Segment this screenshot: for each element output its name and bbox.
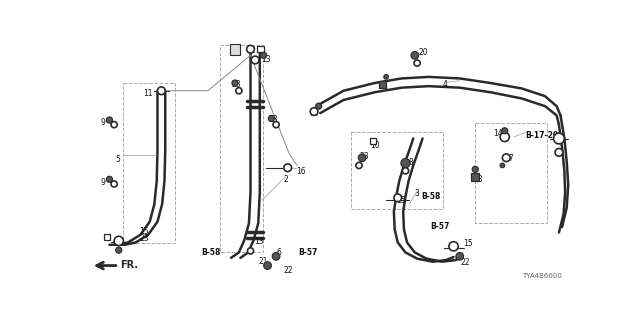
Text: 23: 23	[268, 116, 278, 124]
Text: TYA4B6000: TYA4B6000	[522, 273, 562, 279]
Circle shape	[356, 162, 362, 169]
Circle shape	[502, 128, 508, 134]
Text: 8: 8	[408, 158, 413, 167]
Circle shape	[273, 122, 279, 128]
Text: 15: 15	[139, 227, 148, 236]
Bar	[257, 46, 264, 52]
Circle shape	[264, 262, 271, 269]
Circle shape	[284, 164, 292, 172]
Circle shape	[555, 148, 563, 156]
Circle shape	[394, 194, 402, 202]
Text: 18: 18	[473, 175, 483, 184]
Text: 17: 17	[505, 154, 515, 163]
Bar	[351, 132, 443, 209]
Bar	[472, 173, 479, 181]
Circle shape	[472, 166, 478, 172]
Circle shape	[500, 163, 505, 168]
Circle shape	[414, 60, 420, 66]
Text: 6: 6	[276, 248, 281, 257]
Circle shape	[106, 117, 113, 123]
Text: 22: 22	[461, 258, 470, 267]
Text: B-58: B-58	[202, 248, 221, 257]
Text: 10: 10	[370, 141, 380, 150]
Circle shape	[236, 88, 242, 94]
Text: 1: 1	[231, 49, 236, 58]
Text: 7: 7	[378, 82, 383, 91]
Text: B-57: B-57	[298, 248, 317, 257]
Bar	[123, 83, 175, 243]
Text: B-58: B-58	[421, 192, 440, 201]
Circle shape	[272, 252, 280, 260]
Bar	[370, 138, 376, 144]
Circle shape	[232, 80, 238, 86]
Circle shape	[401, 158, 410, 168]
Text: 4: 4	[443, 80, 447, 89]
Circle shape	[106, 176, 113, 182]
Text: B-57: B-57	[430, 222, 450, 231]
Circle shape	[268, 116, 275, 122]
Circle shape	[248, 248, 253, 254]
Text: 13: 13	[261, 55, 271, 64]
Text: FR.: FR.	[120, 260, 138, 270]
Circle shape	[500, 132, 509, 141]
Circle shape	[157, 87, 165, 95]
Text: 23: 23	[359, 152, 369, 161]
Circle shape	[316, 103, 322, 109]
Text: 9: 9	[100, 178, 105, 187]
Circle shape	[456, 252, 463, 260]
Circle shape	[111, 122, 117, 128]
Text: 15: 15	[396, 196, 406, 205]
Text: 15: 15	[463, 239, 472, 248]
Text: 11: 11	[143, 89, 153, 98]
Text: B-17-20: B-17-20	[525, 131, 559, 140]
Text: 2: 2	[283, 175, 288, 184]
Bar	[476, 123, 547, 223]
Text: 23: 23	[140, 234, 149, 243]
Bar	[379, 81, 386, 88]
Circle shape	[502, 154, 510, 162]
Text: 20: 20	[419, 48, 428, 57]
Bar	[104, 234, 110, 240]
Circle shape	[252, 56, 259, 64]
Circle shape	[358, 154, 366, 162]
Text: 21: 21	[259, 257, 268, 266]
Circle shape	[111, 181, 117, 187]
Circle shape	[116, 247, 122, 253]
Text: 5: 5	[116, 156, 120, 164]
Bar	[220, 44, 263, 252]
Circle shape	[411, 52, 419, 59]
Circle shape	[310, 108, 318, 116]
Text: 16: 16	[296, 167, 306, 176]
Circle shape	[260, 52, 267, 59]
Text: 22: 22	[283, 266, 292, 275]
Circle shape	[384, 75, 388, 79]
Circle shape	[554, 133, 564, 144]
Text: 12: 12	[246, 46, 255, 55]
Circle shape	[403, 168, 408, 174]
Text: 3: 3	[415, 188, 420, 197]
Text: 13: 13	[254, 237, 264, 246]
Text: 19: 19	[309, 109, 319, 118]
Circle shape	[449, 242, 458, 251]
Circle shape	[114, 236, 124, 245]
Text: 14: 14	[493, 129, 502, 138]
Text: 9: 9	[100, 118, 105, 127]
Bar	[230, 44, 241, 55]
Text: 23: 23	[232, 80, 241, 89]
Circle shape	[246, 45, 254, 53]
